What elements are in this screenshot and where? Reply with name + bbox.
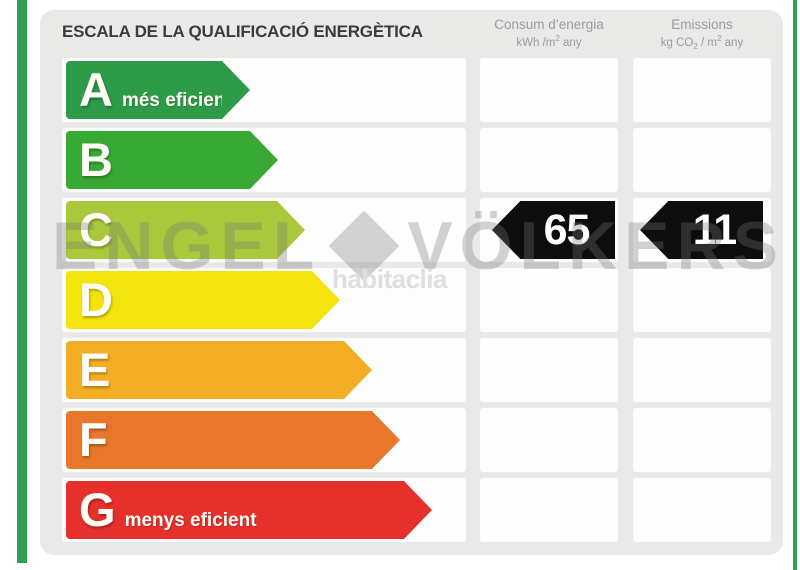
emissions-value: 11 [692, 205, 737, 254]
rating-arrow-body: B [66, 131, 250, 189]
rating-letter: F [79, 413, 108, 466]
right-green-accent-line [793, 0, 797, 570]
rating-arrow-c: C [66, 201, 305, 259]
scale-row-e: E [40, 338, 783, 402]
arrow-tip [277, 201, 305, 259]
consum-header-label: Consum d’energia [494, 17, 604, 32]
bar-track: D [62, 268, 466, 332]
page-title: ESCALA DE LA QUALIFICACIÓ ENERGÈTICA [62, 22, 423, 41]
arrow-tip [404, 481, 432, 539]
energy-certificate-panel: ESCALA DE LA QUALIFICACIÓ ENERGÈTICA Con… [40, 10, 783, 555]
emissions-cell [633, 268, 771, 332]
arrow-tip [250, 131, 278, 189]
scale-row-b: B [40, 128, 783, 192]
rating-arrow-d: D [66, 271, 340, 329]
arrow-tip [312, 271, 340, 329]
arrow-tip [222, 61, 250, 119]
rating-label: menys eficient [124, 510, 257, 531]
rating-letter: A [79, 63, 113, 116]
column-header-consum: Consum d’energia kWh /m2 any [472, 16, 626, 52]
emissions-value-arrow: 11 [640, 201, 763, 259]
rating-label: més eficient [121, 90, 232, 111]
rating-letter: C [79, 203, 113, 256]
consum-cell [480, 478, 618, 542]
consum-cell [480, 58, 618, 122]
emissions-header-label: Emissions [671, 17, 733, 32]
consum-cell [480, 268, 618, 332]
bar-track: F [62, 408, 466, 472]
rating-arrow-f: F [66, 411, 400, 469]
consum-cell [480, 338, 618, 402]
scale-row-d: D [40, 268, 783, 332]
arrow-tip [372, 411, 400, 469]
rating-letter: E [79, 343, 111, 396]
emissions-cell [633, 58, 771, 122]
emissions-header-unit: kg CO2 / m2 any [660, 34, 744, 52]
consum-cell [480, 408, 618, 472]
emissions-cell [633, 338, 771, 402]
bar-track: E [62, 338, 466, 402]
rating-arrow-body: C [66, 201, 277, 259]
emissions-cell [633, 408, 771, 472]
rating-arrow-b: B [66, 131, 278, 189]
scale-row-f: F [40, 408, 783, 472]
rating-letter: D [79, 273, 113, 326]
arrow-tip [344, 341, 372, 399]
rating-arrow-body: F [66, 411, 372, 469]
consum-header-unit: kWh /m2 any [516, 34, 582, 50]
rating-arrow-e: E [66, 341, 372, 399]
emissions-cell [633, 478, 771, 542]
consum-cell [480, 128, 618, 192]
consum-value-arrow: 65 [492, 201, 615, 259]
column-header-emissions: Emissions kg CO2 / m2 any [629, 16, 775, 53]
left-green-accent-bar [17, 0, 27, 563]
consum-value: 65 [543, 205, 591, 254]
bar-track: C [62, 198, 466, 262]
bar-track: B [62, 128, 466, 192]
emissions-cell [633, 128, 771, 192]
rating-letter: G [79, 483, 116, 536]
rating-arrow-body: D [66, 271, 312, 329]
rating-arrow-body: E [66, 341, 344, 399]
rating-letter: B [79, 133, 113, 186]
